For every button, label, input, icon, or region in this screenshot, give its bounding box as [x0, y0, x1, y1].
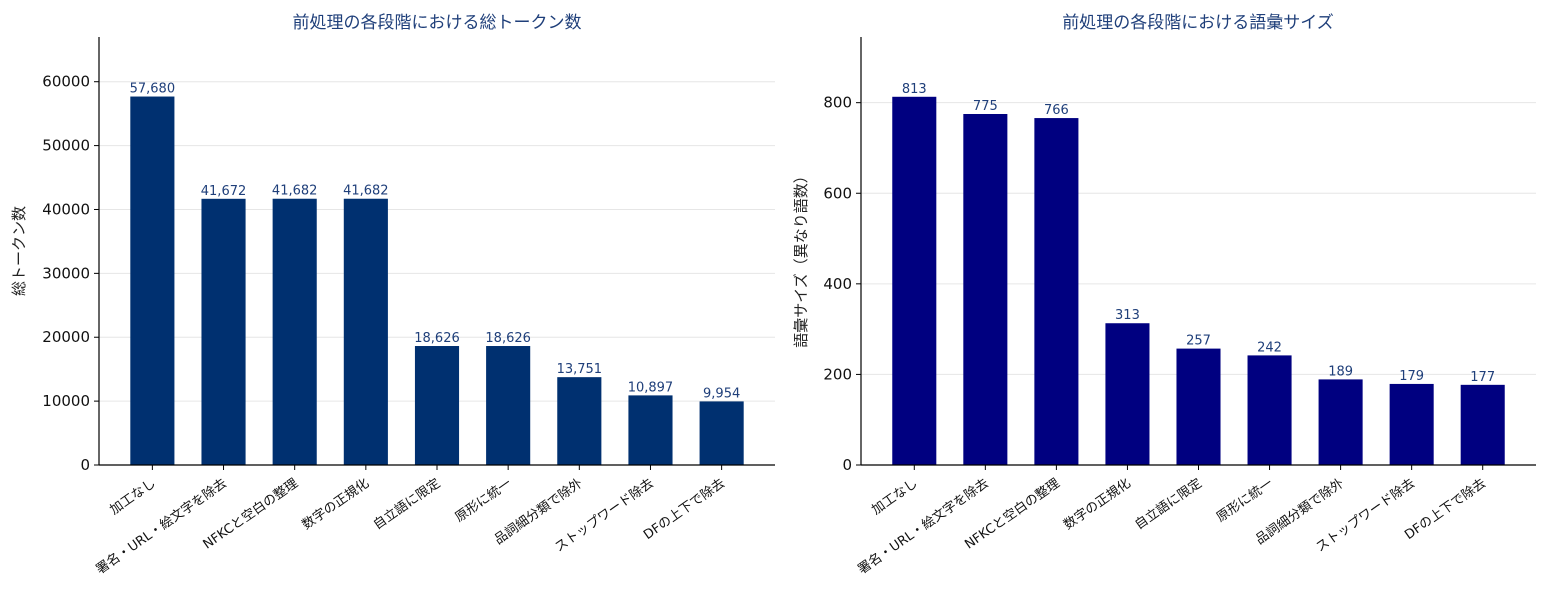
x-tick-label: 原形に統一 — [453, 476, 515, 526]
bar — [1460, 384, 1505, 465]
y-tick-label: 60000 — [42, 73, 90, 91]
x-tick-label: 加工なし — [107, 476, 158, 518]
x-tick-label: 自立語に限定 — [1132, 475, 1205, 533]
x-tick-label: 数字の正規化 — [1061, 476, 1134, 533]
bar-value-label: 13,751 — [557, 362, 603, 377]
y-axis-label: 語彙サイズ（異なり語数） — [792, 168, 810, 348]
bar-value-label: 189 — [1328, 364, 1353, 379]
bar — [699, 401, 744, 465]
y-tick-label: 30000 — [42, 264, 90, 282]
bar-value-label: 41,682 — [343, 184, 389, 199]
bar — [892, 96, 937, 466]
bar — [201, 198, 246, 465]
bar — [1034, 118, 1079, 466]
bar — [1176, 348, 1221, 465]
x-tick-label: 原形に統一 — [1214, 476, 1276, 526]
bar-value-label: 10,897 — [628, 380, 674, 395]
bar — [1105, 323, 1150, 465]
bar — [130, 96, 175, 465]
bar-value-label: 242 — [1257, 340, 1282, 355]
y-tick-label: 0 — [842, 456, 852, 474]
bar — [272, 198, 317, 465]
bar-value-label: 41,682 — [272, 184, 318, 199]
bar — [628, 395, 673, 465]
bar — [414, 346, 460, 465]
chart-total-tokens: 前処理の各段階における総トークン数 総トークン数 57,680 41,672 41,… — [10, 13, 775, 578]
bar — [963, 113, 1008, 466]
chart-title: 前処理の各段階における総トークン数 — [293, 13, 582, 33]
bar — [486, 346, 531, 465]
y-tick-label: 200 — [823, 365, 852, 383]
x-tick-label: 署名・URL・絵文字を除去 — [93, 475, 230, 577]
bar — [1318, 379, 1363, 465]
bar-value-label: 313 — [1115, 308, 1140, 323]
bar — [557, 377, 602, 465]
y-tick-label: 20000 — [42, 328, 90, 346]
bar — [343, 198, 388, 465]
bar-value-label: 179 — [1399, 369, 1424, 384]
y-tick-label: 50000 — [42, 137, 90, 155]
bar-value-label: 41,672 — [201, 184, 247, 199]
chart-title: 前処理の各段階における語彙サイズ — [1062, 13, 1334, 33]
y-tick-label: 400 — [823, 275, 852, 293]
bar-value-label: 177 — [1470, 370, 1495, 385]
bar-value-label: 813 — [902, 82, 927, 97]
y-tick-label: 800 — [823, 94, 852, 112]
x-tick-label: 署名・URL・絵文字を除去 — [855, 475, 992, 577]
bar-value-label: 18,626 — [485, 331, 531, 346]
y-tick-label: 600 — [823, 184, 852, 202]
x-tick-label: 自立語に限定 — [370, 475, 443, 533]
chart-vocab-size: 前処理の各段階における語彙サイズ 語彙サイズ（異なり語数） 813 775 766 3… — [792, 13, 1536, 578]
y-tick-label: 10000 — [42, 392, 90, 410]
bar — [1247, 355, 1292, 465]
x-tick-label: 加工なし — [869, 476, 920, 518]
bar-value-label: 57,680 — [130, 82, 176, 97]
bar-value-label: 257 — [1186, 334, 1211, 349]
bar-value-label: 18,626 — [414, 331, 460, 346]
bar-value-label: 9,954 — [703, 386, 740, 401]
y-tick-label: 0 — [80, 456, 90, 474]
y-axis-label: 総トークン数 — [10, 206, 28, 296]
x-tick-label: 数字の正規化 — [300, 476, 373, 533]
bar-value-label: 766 — [1044, 103, 1069, 118]
bar-value-label: 775 — [973, 99, 998, 114]
y-tick-label: 40000 — [42, 200, 90, 218]
bar — [1389, 383, 1434, 465]
